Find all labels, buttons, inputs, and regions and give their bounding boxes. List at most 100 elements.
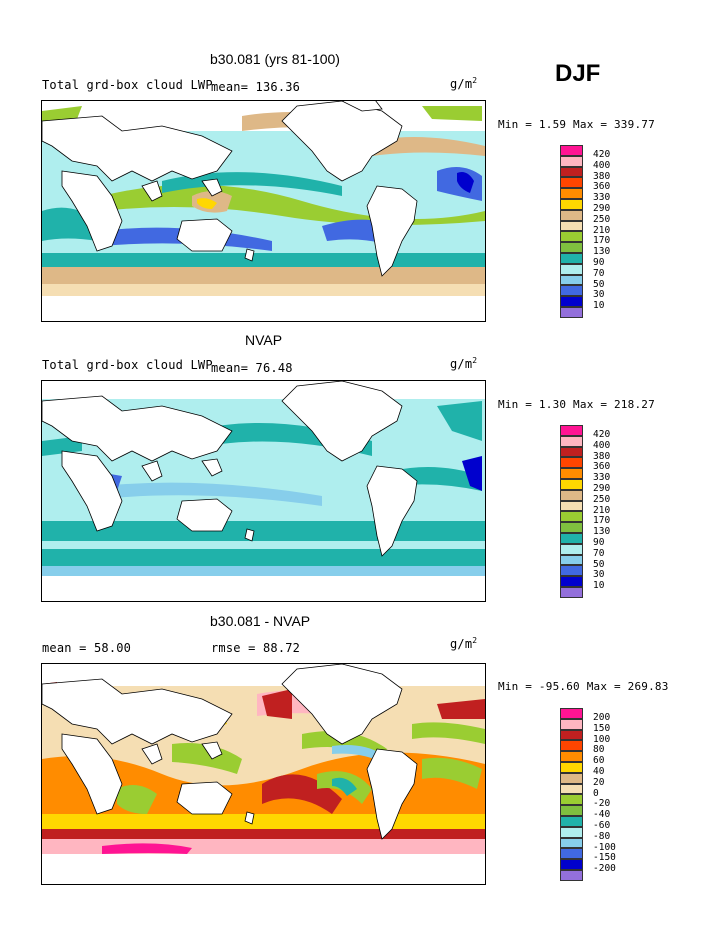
legend-swatch [560, 837, 583, 849]
legend-swatch [560, 446, 583, 458]
legend-label: 90 [593, 536, 605, 548]
panel1-minmax: Min = 1.59 Max = 339.77 [498, 118, 655, 131]
legend-label: 30 [593, 569, 605, 581]
legend-swatch [560, 565, 583, 577]
legend-label: 250 [593, 213, 611, 225]
panel1-title: b30.081 (yrs 81-100) [210, 51, 340, 67]
panel2-minmax: Min = 1.30 Max = 218.27 [498, 398, 655, 411]
legend-swatch [560, 794, 583, 806]
legend-label: -100 [593, 841, 616, 853]
legend-swatch [560, 761, 583, 773]
legend-swatch [560, 478, 583, 490]
legend-label: 380 [593, 450, 611, 462]
legend-swatch [560, 145, 583, 156]
legend-label: 130 [593, 246, 611, 258]
panel2-title: NVAP [245, 332, 283, 348]
legend-label: 400 [593, 439, 611, 451]
legend-swatch [560, 296, 583, 307]
legend-swatch [560, 586, 583, 598]
legend-swatch [560, 740, 583, 752]
legend-label: 10 [593, 300, 605, 312]
legend-label: 250 [593, 493, 611, 505]
legend-label: 70 [593, 547, 605, 559]
legend-label: 70 [593, 267, 605, 279]
legend-swatch [560, 231, 583, 243]
legend-label: 0 [593, 787, 599, 799]
legend-label: -150 [593, 852, 616, 864]
legend-swatch [560, 859, 583, 870]
legend-swatch [560, 263, 583, 275]
legend-label: 210 [593, 504, 611, 516]
panel3-rmse: rmse = 88.72 [211, 641, 301, 655]
legend-label: 50 [593, 278, 605, 290]
legend-swatch [560, 511, 583, 523]
legend-label: 50 [593, 558, 605, 570]
legend-label: 420 [593, 429, 611, 440]
legend-label: 380 [593, 170, 611, 182]
legend-label: 290 [593, 482, 611, 494]
legend-label: -200 [593, 863, 616, 875]
legend-label: 330 [593, 192, 611, 204]
panel2-unit: g/m2 [450, 356, 478, 371]
legend-label: 80 [593, 744, 605, 756]
season-label: DJF [555, 60, 601, 87]
legend-swatch [560, 252, 583, 264]
legend-swatch [560, 155, 583, 167]
legend-swatch [560, 554, 583, 566]
legend-label: 170 [593, 515, 611, 527]
panel1-mean: mean= 136.36 [211, 80, 301, 94]
legend-label: 10 [593, 580, 605, 592]
legend-swatch [560, 729, 583, 741]
panel3-mean: mean = 58.00 [42, 641, 132, 655]
legend-swatch [560, 274, 583, 286]
legend-swatch [560, 708, 583, 719]
panel3-map-svg [42, 664, 485, 884]
legend-swatch [560, 166, 583, 178]
legend-label: 360 [593, 181, 611, 193]
legend-label: 210 [593, 224, 611, 236]
panel2-mean: mean= 76.48 [211, 361, 293, 375]
legend-label: 200 [593, 712, 611, 723]
panel2-map-svg [42, 381, 485, 601]
legend-swatch [560, 306, 583, 318]
legend-swatch [560, 772, 583, 784]
panel3-minmax: Min = -95.60 Max = 269.83 [498, 680, 669, 693]
legend-swatch [560, 751, 583, 762]
legend-swatch [560, 718, 583, 730]
legend-swatch [560, 532, 583, 544]
legend-swatch [560, 198, 583, 210]
legend-swatch [560, 468, 583, 479]
legend-label: 130 [593, 526, 611, 538]
legend-swatch [560, 425, 583, 436]
legend-label: 290 [593, 202, 611, 214]
legend-label: 100 [593, 733, 611, 745]
legend-swatch [560, 522, 583, 533]
legend-label: 40 [593, 765, 605, 777]
legend-swatch [560, 869, 583, 881]
legend-swatch [560, 543, 583, 555]
panel2-variable-label: Total grd-box cloud LWP [42, 358, 213, 372]
legend-swatch [560, 489, 583, 501]
legend-label: 60 [593, 755, 605, 767]
legend-label: 170 [593, 235, 611, 247]
legend-label: -20 [593, 798, 611, 810]
panel3-unit: g/m2 [450, 636, 478, 651]
legend-label: 420 [593, 149, 611, 160]
legend-swatch [560, 285, 583, 297]
legend-swatch [560, 177, 583, 189]
legend-label: 400 [593, 159, 611, 171]
panel1-unit: g/m2 [450, 76, 478, 91]
legend-label: -80 [593, 830, 611, 842]
panel1-map [41, 100, 486, 322]
panel1-map-svg [42, 101, 485, 321]
legend-swatch [560, 242, 583, 253]
legend-swatch [560, 220, 583, 232]
legend-label: 90 [593, 256, 605, 268]
legend-swatch [560, 435, 583, 447]
legend-swatch [560, 209, 583, 221]
legend-swatch [560, 815, 583, 827]
legend-swatch [560, 457, 583, 469]
panel3-map [41, 663, 486, 885]
legend-swatch [560, 848, 583, 860]
legend-label: 150 [593, 722, 611, 734]
